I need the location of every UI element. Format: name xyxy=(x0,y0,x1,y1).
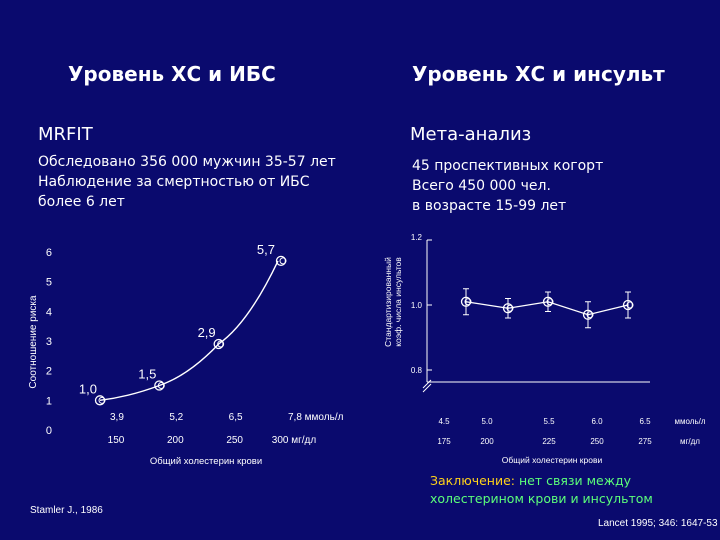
right-y-axis-label-line1: Стандартизированный xyxy=(383,257,393,347)
left-x-axis-label: Общий холестерин крови xyxy=(150,456,262,467)
left-description-line: более 6 лет xyxy=(38,194,125,210)
left-description-line: Обследовано 356 000 мужчин 35-57 лет xyxy=(38,154,336,170)
left-x-tick-mgdl: 250 xyxy=(226,435,243,446)
conclusion-line-1: Заключение: нет связи между xyxy=(430,473,631,488)
right-data-point xyxy=(506,304,514,312)
right-x-tick-mmol: 5.0 xyxy=(481,417,493,426)
right-x-axis-label: Общий холестерин крови xyxy=(502,455,603,465)
left-risk-curve xyxy=(99,260,279,402)
right-data-point xyxy=(546,298,554,306)
conclusion-label: Заключение: xyxy=(430,473,516,488)
right-y-tick-label: 1.0 xyxy=(411,301,423,310)
right-x-tick-mgdl: 225 xyxy=(542,437,556,446)
left-subtitle: MRFIT xyxy=(38,124,93,145)
left-x-tick-mgdl: 150 xyxy=(108,435,125,446)
right-x-tick-mgdl: 250 xyxy=(590,437,604,446)
left-description: Обследовано 356 000 мужчин 35-57 лет Наб… xyxy=(38,152,336,212)
left-data-point xyxy=(157,382,165,389)
right-x-tick-mmol: 4.5 xyxy=(438,417,450,426)
left-data-point xyxy=(217,340,225,348)
left-y-tick-label: 5 xyxy=(46,277,52,289)
right-axis-break xyxy=(422,379,432,389)
right-x-tick-mmol: 6.5 xyxy=(639,417,651,426)
right-y-tick-label: 0.8 xyxy=(411,366,423,375)
left-y-tick-label: 2 xyxy=(46,366,52,378)
left-source-citation: Stamler J., 1986 xyxy=(30,505,103,516)
left-x-tick-mmol: 5,2 xyxy=(169,412,183,423)
right-description-line: в возрасте 15-99 лет xyxy=(412,198,567,214)
right-x-tick-mgdl: мг/дл xyxy=(680,437,700,446)
left-x-tick-mgdl: 200 xyxy=(167,435,184,446)
left-y-tick-label: 1 xyxy=(46,395,52,407)
right-y-tick-label: 1.2 xyxy=(411,233,423,242)
left-x-tick-mmol: 7,8 ммоль/л xyxy=(288,412,344,423)
left-y-tick-label: 4 xyxy=(46,306,52,318)
right-description-line: 45 проспективных когорт xyxy=(412,158,604,174)
right-description: 45 проспективных когорт Всего 450 000 че… xyxy=(412,156,603,216)
left-x-tick-mgdl: 300 мг/дл xyxy=(272,435,317,446)
right-data-point xyxy=(626,301,634,309)
right-data-point xyxy=(464,298,472,306)
left-data-label: 1,0 xyxy=(79,381,97,396)
right-x-tick-mmol: ммоль/л xyxy=(675,417,706,426)
right-title: Уровень ХС и инсульт xyxy=(412,62,665,86)
right-subtitle: Мета-анализ xyxy=(410,124,532,145)
left-data-label: 5,7 xyxy=(257,242,275,257)
right-x-tick-mgdl: 200 xyxy=(480,437,494,446)
left-description-line: Наблюдение за смертностью от ИБС xyxy=(38,174,310,190)
left-data-label: 2,9 xyxy=(198,325,216,340)
left-data-point xyxy=(98,396,106,404)
right-axis-break xyxy=(422,383,432,393)
left-y-tick-label: 0 xyxy=(46,425,52,437)
left-x-tick-mmol: 3,9 xyxy=(110,412,124,423)
right-x-tick-mgdl: 175 xyxy=(437,437,451,446)
left-y-axis-label: Соотношение риска xyxy=(28,295,39,389)
left-y-tick-label: 6 xyxy=(46,247,52,259)
conclusion-text-1: нет связи между xyxy=(519,473,632,488)
conclusion-text-2: холестерином крови и инсультом xyxy=(430,491,653,506)
right-y-axis-label-line2: коэф. числа инсультов xyxy=(393,257,403,347)
left-title: Уровень ХС и ИБС xyxy=(68,62,276,86)
right-data-point xyxy=(586,311,594,319)
left-x-tick-mmol: 6,5 xyxy=(229,412,243,423)
right-source-citation: Lancet 1995; 346: 1647-53 xyxy=(598,518,718,529)
left-data-label: 1,5 xyxy=(138,367,156,382)
right-x-tick-mmol: 6.0 xyxy=(591,417,603,426)
right-x-tick-mgdl: 275 xyxy=(638,437,652,446)
right-trend-line xyxy=(465,301,629,316)
left-data-point xyxy=(279,257,287,265)
left-y-tick-label: 3 xyxy=(46,336,52,348)
right-description-line: Всего 450 000 чел. xyxy=(412,178,551,194)
right-x-tick-mmol: 5.5 xyxy=(543,417,555,426)
